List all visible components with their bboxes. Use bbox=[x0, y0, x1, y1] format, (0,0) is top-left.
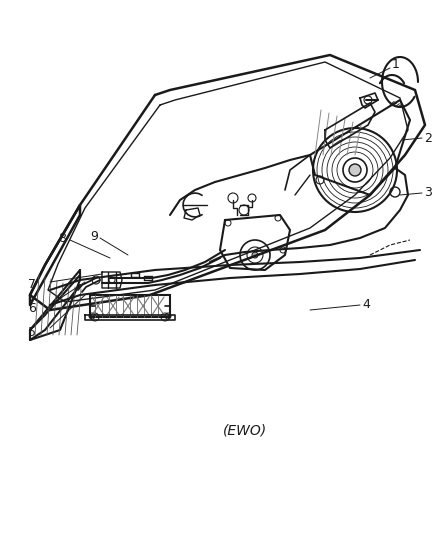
Text: 4: 4 bbox=[362, 298, 370, 311]
Text: 1: 1 bbox=[392, 59, 400, 71]
Text: 3: 3 bbox=[424, 187, 432, 199]
Circle shape bbox=[349, 164, 361, 176]
Text: 5: 5 bbox=[28, 326, 36, 338]
Circle shape bbox=[252, 252, 258, 258]
Text: 6: 6 bbox=[28, 302, 36, 314]
Text: (EWO): (EWO) bbox=[223, 423, 267, 437]
Text: 9: 9 bbox=[90, 230, 98, 243]
Text: 2: 2 bbox=[424, 132, 432, 144]
Text: 8: 8 bbox=[58, 231, 66, 245]
Text: 7: 7 bbox=[28, 279, 36, 292]
Bar bbox=[90, 295, 170, 317]
